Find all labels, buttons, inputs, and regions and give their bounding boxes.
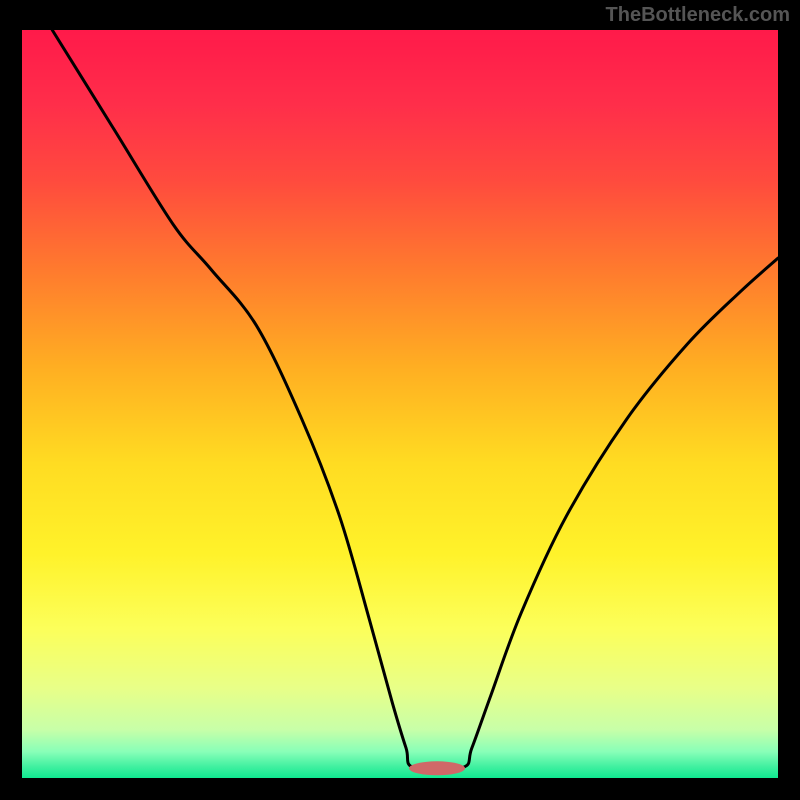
gradient-background xyxy=(22,30,778,778)
chart-container: TheBottleneck.com xyxy=(0,0,800,800)
attribution-text: TheBottleneck.com xyxy=(606,4,790,27)
optimal-marker xyxy=(409,761,465,775)
plot-area xyxy=(22,30,778,778)
bottleneck-chart xyxy=(22,30,778,778)
